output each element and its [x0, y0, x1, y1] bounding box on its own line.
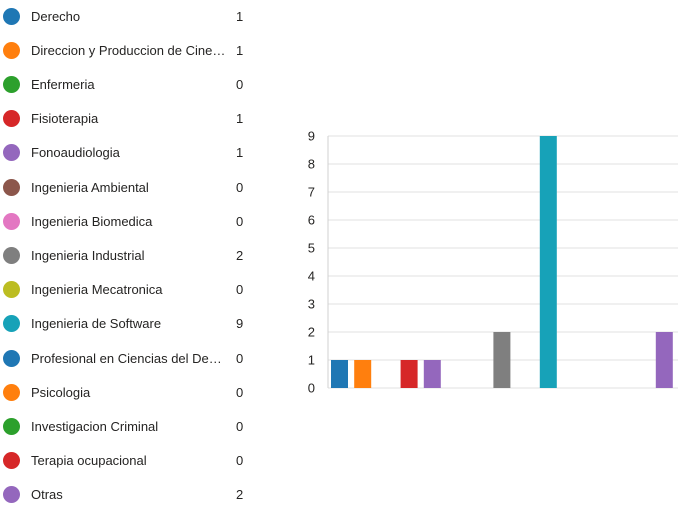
bar[interactable] [331, 360, 348, 388]
bar[interactable] [539, 136, 557, 388]
y-tick-label: 6 [308, 213, 315, 228]
legend-swatch-icon [3, 349, 20, 367]
y-tick-label: 5 [308, 241, 315, 256]
legend-item[interactable]: Direccion y Produccion de Cine ... 1 [0, 40, 250, 60]
legend-label: Ingenieria Biomedica [31, 213, 153, 229]
y-tick-label: 1 [308, 353, 315, 368]
legend-item[interactable]: Psicologia 0 [0, 382, 250, 402]
legend-label: Enfermeria [31, 76, 95, 92]
legend-label: Investigacion Criminal [31, 418, 159, 434]
legend-label: Ingenieria de Software [31, 316, 162, 332]
legend-swatch-icon [3, 41, 20, 59]
legend-count: 2 [236, 487, 244, 503]
legend-label: Otras [31, 487, 63, 503]
legend-item[interactable]: Derecho 1 [0, 6, 250, 26]
legend-item[interactable]: Ingenieria Industrial 2 [0, 245, 250, 265]
legend-label: Ingenieria Ambiental [31, 179, 149, 195]
legend-label: Ingenieria Mecatronica [31, 282, 163, 298]
legend-swatch-icon [3, 417, 20, 435]
bar[interactable] [400, 360, 418, 388]
legend-label: Psicologia [31, 384, 91, 400]
y-tick-label: 4 [308, 269, 315, 284]
legend-count: 1 [236, 8, 244, 24]
y-tick-label: 0 [308, 381, 315, 396]
legend-count: 2 [236, 247, 244, 263]
bar[interactable] [493, 332, 511, 388]
legend-label: Terapia ocupacional [31, 453, 147, 469]
legend-count: 1 [236, 145, 244, 161]
legend-item[interactable]: Ingenieria Mecatronica 0 [0, 280, 250, 300]
legend-swatch-icon [3, 486, 20, 504]
legend-count: 0 [236, 76, 244, 92]
legend-swatch-icon [3, 246, 20, 264]
legend-item[interactable]: Otras 2 [0, 485, 250, 505]
bar[interactable] [354, 360, 372, 388]
legend-count: 0 [236, 453, 244, 469]
legend-swatch-icon [3, 110, 20, 128]
legend-label: Fonoaudiologia [31, 145, 120, 161]
legend-swatch-icon [3, 281, 20, 299]
legend-swatch-icon [3, 75, 20, 93]
legend-count: 1 [236, 111, 244, 127]
legend-item[interactable]: Enfermeria 0 [0, 74, 250, 94]
legend-swatch-icon [3, 315, 20, 333]
y-tick-label: 8 [308, 157, 315, 172]
legend-swatch-icon [3, 144, 20, 162]
legend-count: 0 [236, 418, 244, 434]
bar-chart: 0 1 2 3 4 5 6 7 8 9 [308, 129, 678, 396]
legend-label: Ingenieria Industrial [31, 247, 145, 263]
legend-label: Fisioterapia [31, 111, 99, 127]
legend-swatch-icon [3, 452, 20, 470]
y-tick-label: 2 [308, 325, 315, 340]
legend-count: 0 [236, 179, 244, 195]
legend-item[interactable]: Fisioterapia 1 [0, 109, 250, 129]
legend-count: 0 [236, 350, 244, 366]
legend-count: 9 [236, 316, 244, 332]
legend-item[interactable]: Investigacion Criminal 0 [0, 416, 250, 436]
y-tick-label: 9 [308, 129, 315, 144]
y-tick-label: 7 [308, 185, 315, 200]
legend-swatch-icon [3, 178, 20, 196]
y-tick-label: 3 [308, 297, 315, 312]
legend-label: Derecho [31, 8, 81, 24]
legend-label: Direccion y Produccion de Cine ... [31, 42, 226, 58]
bar[interactable] [655, 332, 673, 388]
legend-item[interactable]: Ingenieria Ambiental 0 [0, 177, 250, 197]
legend-label: Profesional en Ciencias del Dep... [31, 350, 226, 366]
legend-item[interactable]: Terapia ocupacional 0 [0, 451, 250, 471]
legend-count: 0 [236, 213, 244, 229]
legend-item[interactable]: Fonoaudiologia 1 [0, 143, 250, 163]
legend-count: 0 [236, 282, 244, 298]
legend-count: 1 [236, 42, 244, 58]
legend-swatch-icon [3, 383, 20, 401]
bar[interactable] [423, 360, 441, 388]
legend-item[interactable]: Profesional en Ciencias del Dep... 0 [0, 348, 250, 368]
legend-count: 0 [236, 384, 244, 400]
legend-item[interactable]: Ingenieria Biomedica 0 [0, 211, 250, 231]
legend-swatch-icon [3, 7, 20, 25]
legend-item[interactable]: Ingenieria de Software 9 [0, 314, 250, 334]
legend-swatch-icon [3, 212, 20, 230]
